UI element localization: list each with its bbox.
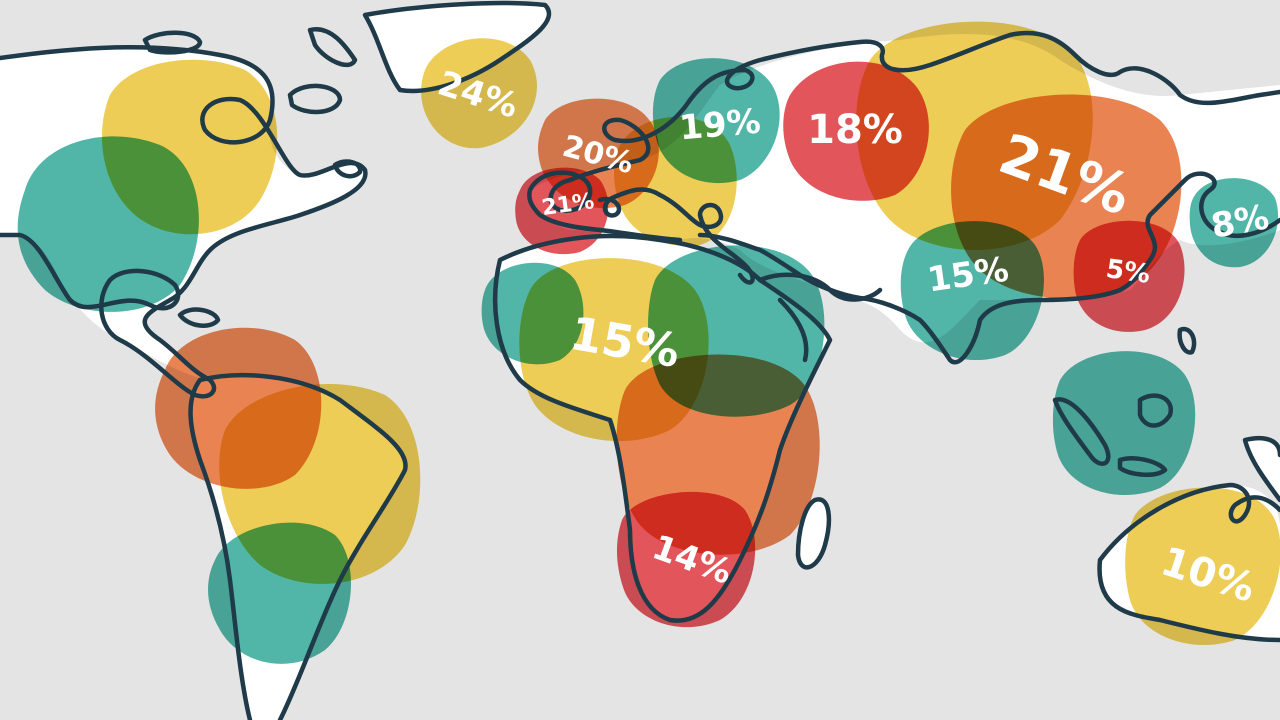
label-east-asia: 5% xyxy=(1104,254,1152,290)
coastline-madagascar xyxy=(795,497,832,570)
blob-south-asia xyxy=(900,221,1044,361)
coastline-southeast-asia xyxy=(1052,326,1197,477)
blob-australia xyxy=(1125,487,1280,645)
blob-alaska xyxy=(17,136,199,312)
coastline-north-america xyxy=(0,45,368,399)
coastline-arctic-islands xyxy=(142,27,363,328)
blob-scandinavia xyxy=(652,58,780,184)
label-west-russia: 18% xyxy=(807,107,903,153)
coastline-south-america xyxy=(188,372,408,720)
blob-patagonia xyxy=(208,522,352,664)
coastline-africa xyxy=(492,233,833,623)
coastline-australia xyxy=(1097,482,1280,643)
label-scandinavia: 19% xyxy=(678,102,763,149)
coastline-mediterranean xyxy=(597,187,755,285)
blob-greenland xyxy=(421,38,537,149)
coastline-greenland xyxy=(362,0,552,94)
label-japan: 8% xyxy=(1208,197,1272,246)
blob-japan xyxy=(1189,178,1279,268)
blob-southeast-asia xyxy=(1052,351,1196,496)
coastline-arabia xyxy=(757,272,883,363)
